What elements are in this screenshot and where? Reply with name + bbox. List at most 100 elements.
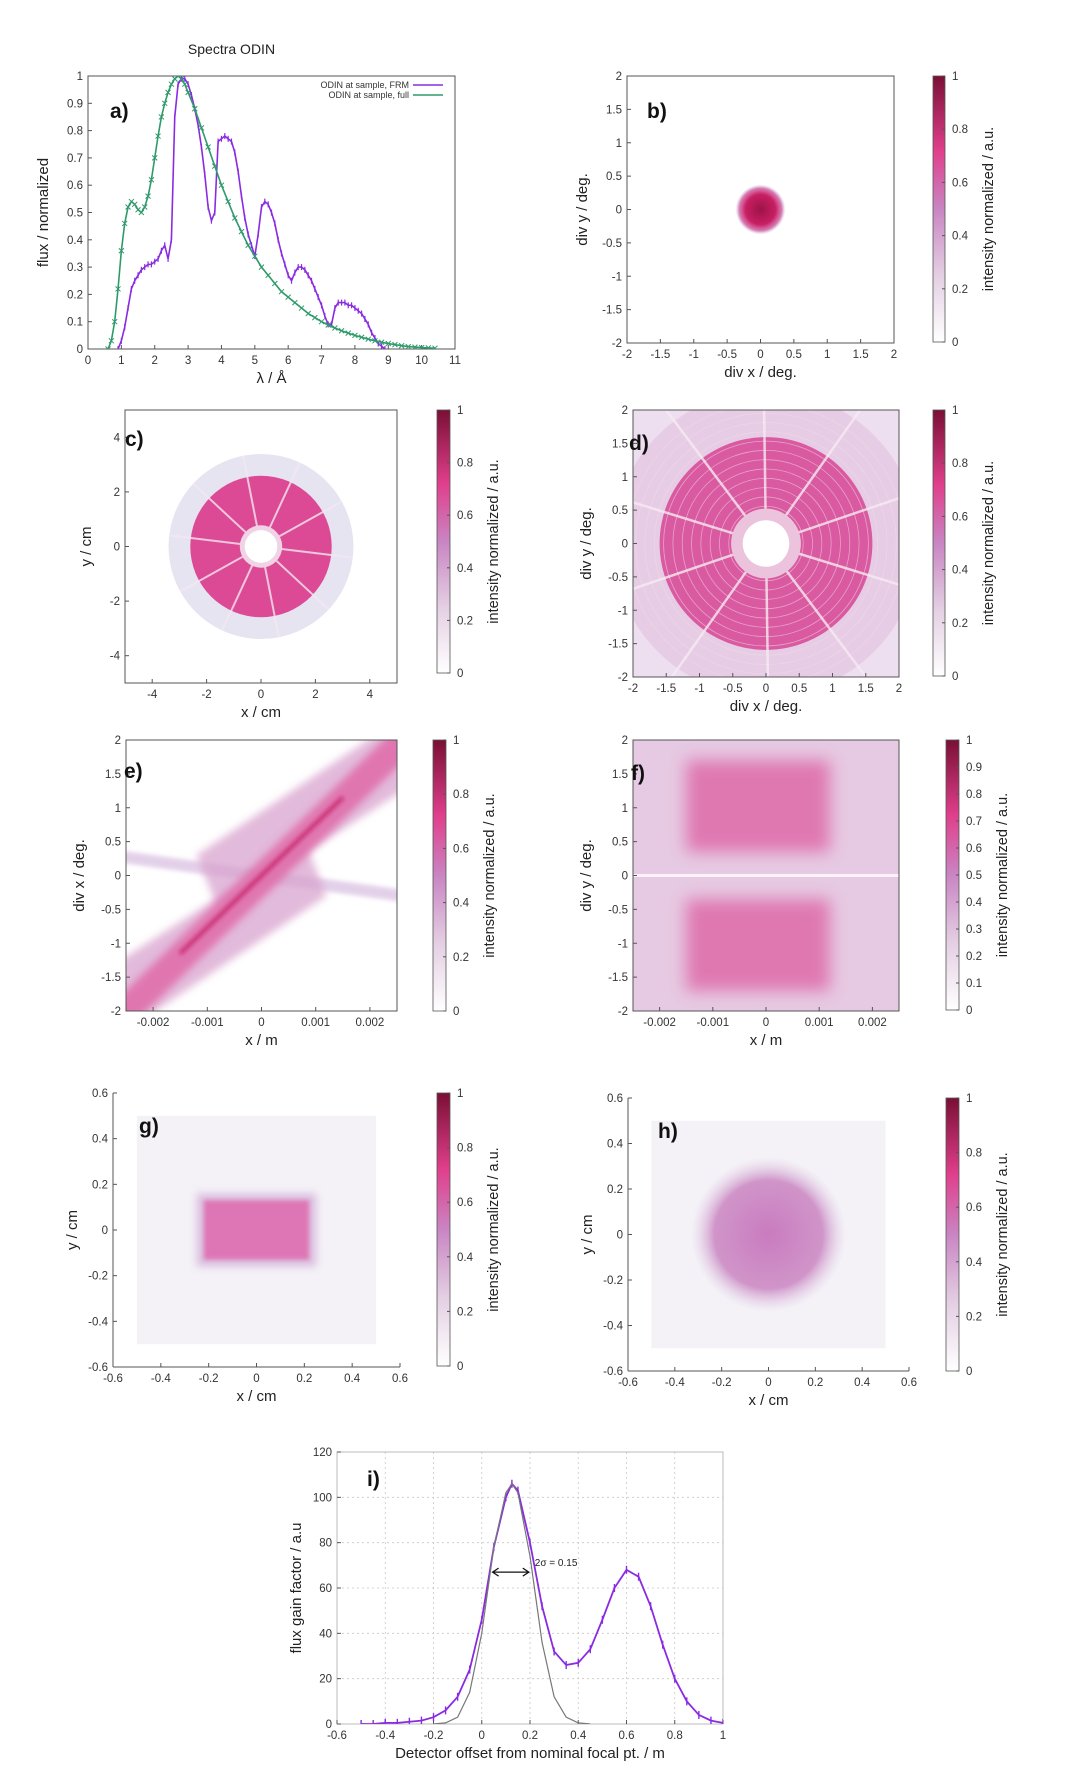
x-tick-label: -2 <box>201 689 211 701</box>
y-tick-label: 0.6 <box>607 1093 623 1105</box>
colorbar-tick-label: 1 <box>453 735 459 747</box>
x-axis-label: Detector offset from nominal focal pt. /… <box>395 1745 665 1762</box>
x-tick-label: -1.5 <box>650 349 670 361</box>
y-tick-label: -0.5 <box>608 572 628 584</box>
y-tick-label: 1 <box>622 803 628 815</box>
data-point <box>151 155 158 161</box>
data-point <box>191 105 198 112</box>
y-tick-label: 100 <box>313 1492 332 1504</box>
y-tick-label: 0 <box>617 1230 623 1242</box>
x-tick-label: 0.6 <box>619 1730 635 1742</box>
series-1 <box>433 1482 591 1724</box>
colorbar-label: intensity normalized / a.u. <box>981 127 997 291</box>
x-tick-label: -0.2 <box>424 1730 444 1742</box>
x-tick-label: -0.6 <box>618 1377 638 1389</box>
x-tick-label: 1 <box>824 349 830 361</box>
x-tick-label: -0.5 <box>723 683 743 695</box>
y-tick-label: -0.2 <box>88 1271 108 1283</box>
colorbar-tick-label: 0.7 <box>966 816 982 828</box>
colorbar-tick-label: 0.8 <box>457 1143 473 1155</box>
ring <box>644 422 888 665</box>
x-tick-label: 0 <box>763 1017 769 1029</box>
y-tick-label: -0.4 <box>88 1316 108 1328</box>
colorbar-label: intensity normalized / a.u. <box>486 1147 502 1311</box>
x-axis-label: div x / deg. <box>730 698 803 715</box>
data-point <box>358 334 365 341</box>
y-axis-label: y / cm <box>78 527 95 567</box>
annulus-image <box>168 454 354 639</box>
x-tick-label: -0.4 <box>665 1377 685 1389</box>
x-tick-label: 0.6 <box>901 1377 917 1389</box>
data-point <box>318 318 325 325</box>
y-tick-label: 2 <box>616 71 622 83</box>
panel-a-axes: 0 1 2 3 4 5 6 7 8 9 10 11 0 0.1 0.2 0.3 0.4 0.5 0.6 0.7 0.8 0… <box>35 71 461 387</box>
spot-image <box>136 1115 377 1345</box>
colorbar-tick-label: 1 <box>952 405 958 417</box>
central-hole <box>244 530 278 563</box>
y-tick-label: 0.2 <box>607 1184 623 1196</box>
data-point <box>405 343 412 349</box>
x-tick-label: -0.001 <box>696 1017 729 1029</box>
x-tick-label: 6 <box>285 355 291 367</box>
data-point <box>205 144 211 150</box>
colorbar-tick-label: 0 <box>457 668 463 680</box>
data-point <box>185 89 191 96</box>
rect-spot <box>203 1200 310 1260</box>
y-tick-label: 0.6 <box>67 180 83 192</box>
data-point <box>245 242 251 249</box>
panel-label-b: b) <box>647 100 667 123</box>
y-tick-label: 120 <box>313 1447 332 1459</box>
data-point <box>105 346 111 349</box>
colorbar-gradient <box>932 75 946 343</box>
panel-label-i: i) <box>367 1468 380 1491</box>
x-tick-label: -2 <box>622 349 632 361</box>
x-tick-label: -0.5 <box>717 349 737 361</box>
colorbar-tick-label: 0.2 <box>952 284 968 296</box>
colorbar-tick-label: 1 <box>952 71 958 83</box>
x-tick-label: 0.002 <box>356 1017 385 1029</box>
x-tick-label: 0 <box>757 349 763 361</box>
y-tick-label: 1 <box>622 472 628 484</box>
x-tick-label: -0.6 <box>103 1373 123 1385</box>
colorbar-g: 0 0.2 0.4 0.6 0.8 1 intensity normalized / a.u… <box>436 1088 502 1373</box>
y-tick-label: 0 <box>115 871 121 883</box>
series-0 <box>117 76 386 349</box>
colorbar-label: intensity normalized / a.u. <box>981 461 997 625</box>
data-point <box>425 345 432 349</box>
beam-spot <box>735 184 786 235</box>
x-tick-label: -0.002 <box>137 1017 170 1029</box>
x-tick-label: 0.002 <box>858 1017 887 1029</box>
y-tick-label: 0.5 <box>612 837 628 849</box>
upper-lobe <box>686 760 830 852</box>
x-tick-label: 4 <box>218 355 225 367</box>
colorbar-d: 0 0.2 0.4 0.6 0.8 1 intensity normalized / a.u… <box>932 405 997 683</box>
x-tick-label: 1 <box>829 683 835 695</box>
y-tick-label: -1.5 <box>101 972 121 984</box>
colorbar-tick-label: 0.6 <box>966 1202 982 1214</box>
colorbar-tick-label: 0 <box>952 337 958 349</box>
x-tick-label: -0.001 <box>191 1017 224 1029</box>
y-tick-label: 0.2 <box>92 1179 108 1191</box>
data-point <box>338 327 345 334</box>
data-point <box>168 81 175 88</box>
x-tick-label: -0.2 <box>712 1377 732 1389</box>
y-tick-label: 2 <box>115 735 121 747</box>
y-tick-label: -1 <box>612 271 622 283</box>
x-tick-label: -0.4 <box>151 1373 171 1385</box>
y-tick-label: 1 <box>77 71 83 83</box>
colorbar-tick-label: 0.6 <box>952 511 968 523</box>
data-point <box>432 345 438 349</box>
y-tick-label: -1 <box>618 605 628 617</box>
y-axis-label: div y / deg. <box>578 507 595 580</box>
colorbar-tick-label: 0.6 <box>457 510 473 522</box>
y-tick-label: 0.2 <box>67 289 83 301</box>
x-tick-label: 0 <box>253 1373 259 1385</box>
data-point <box>312 314 318 321</box>
x-axis-label: x / m <box>750 1032 783 1049</box>
x-axis-label: x / cm <box>241 704 281 721</box>
colorbar-tick-label: 0.8 <box>457 458 473 470</box>
disc-spot <box>691 1157 846 1312</box>
x-tick-label: 0.2 <box>522 1730 538 1742</box>
x-tick-label: 3 <box>185 355 191 367</box>
